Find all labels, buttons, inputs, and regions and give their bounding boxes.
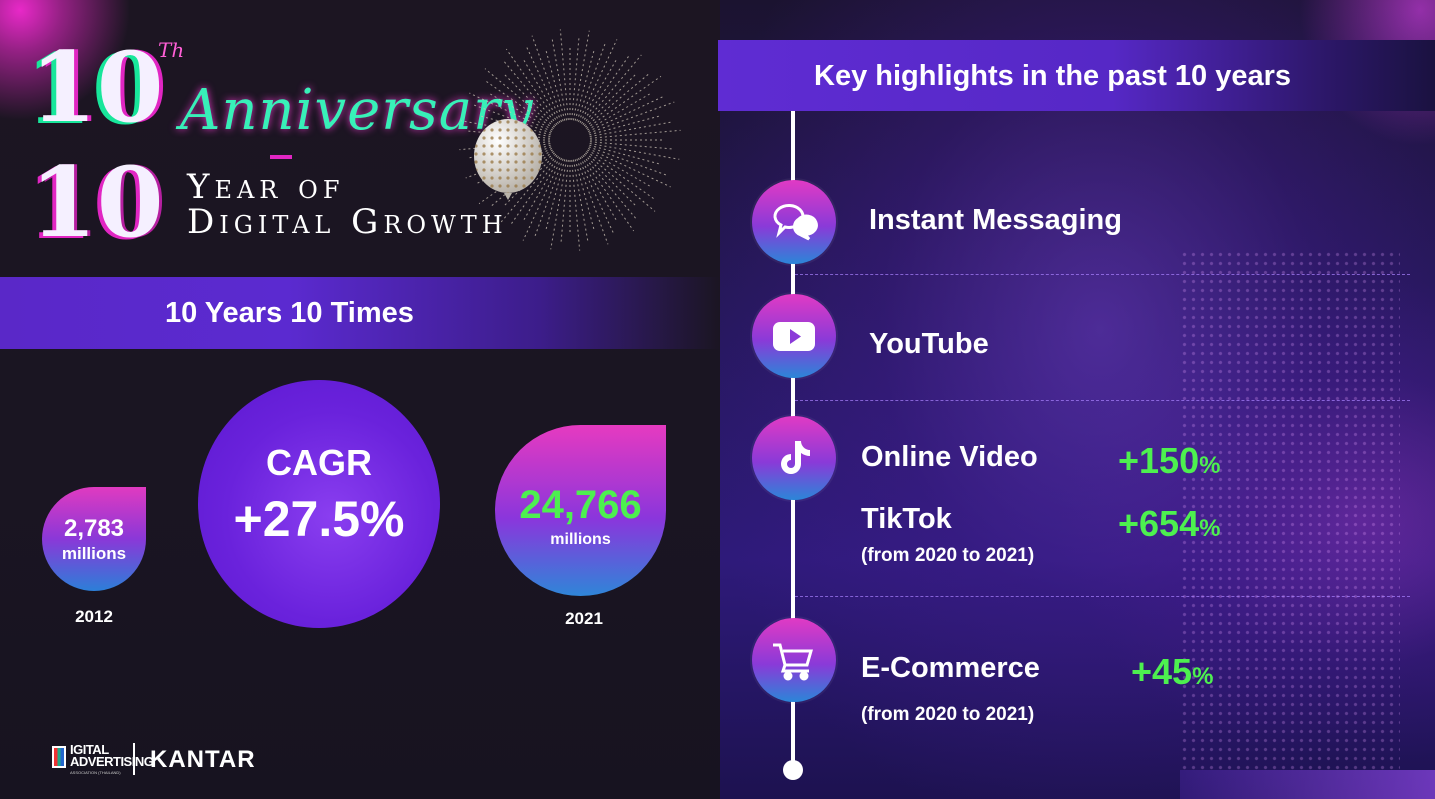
cagr-value: +27.5% — [233, 491, 405, 547]
tiktok-icon — [752, 416, 836, 500]
stat-2012-year: 2012 — [75, 607, 113, 626]
stat-2012-value: 2,783 — [63, 515, 125, 542]
daat-logo-text: IGITAL ADVERTISING — [70, 742, 154, 769]
title-year-of: Year of — [187, 167, 345, 207]
right-section-title: Key highlights in the past 10 years — [814, 60, 1292, 92]
divider — [795, 596, 1410, 597]
left-section-title: 10 Years 10 Times — [165, 297, 414, 329]
highlight-youtube: YouTube — [869, 328, 989, 360]
title-anniversary: Anniversary — [180, 78, 534, 143]
stat-2021-circle: 24,766 millions — [495, 425, 666, 596]
title-number-ten-years: 10 — [30, 146, 164, 259]
divider — [795, 274, 1410, 275]
right-section-banner — [718, 40, 1435, 111]
title-dash — [270, 155, 292, 159]
highlight-instant-messaging: Instant Messaging — [869, 204, 1122, 236]
chat-bubbles-icon — [752, 180, 836, 264]
tiktok-note: (from 2020 to 2021) — [861, 545, 1035, 566]
left-section-banner — [0, 277, 720, 349]
logo-separator — [133, 743, 135, 775]
firework-icon — [459, 29, 681, 251]
stat-2021-value: 24,766 — [519, 483, 642, 527]
balloon-icon — [474, 119, 542, 200]
timeline-end-dot — [783, 760, 803, 780]
highlight-tiktok: TikTok — [861, 503, 952, 535]
kantar-logo: KANTAR — [150, 746, 256, 773]
daat-logo-mark-icon — [52, 746, 66, 768]
cagr-circle: CAGR +27.5% — [198, 380, 440, 628]
stat-2021-unit: millions — [550, 531, 611, 548]
e-commerce-note: (from 2020 to 2021) — [861, 704, 1035, 725]
bottom-glow-decoration — [1180, 770, 1435, 799]
cagr-label: CAGR — [266, 442, 372, 483]
daat-logo-subtext: ASSOCIATION (THAILAND) — [70, 770, 121, 775]
title-th-suffix: Th — [158, 38, 185, 62]
tiktok-growth: +654% — [1118, 503, 1221, 544]
daat-logo: IGITAL ADVERTISING ASSOCIATION (THAILAND) — [52, 743, 154, 776]
stat-2021-year: 2021 — [565, 609, 603, 628]
highlight-online-video: Online Video — [861, 441, 1038, 473]
youtube-play-icon — [752, 294, 836, 378]
shopping-cart-icon — [752, 618, 836, 702]
stat-2012-circle: 2,783 millions — [42, 487, 146, 591]
title-number-ten: 10 — [30, 31, 164, 144]
divider — [795, 400, 1410, 401]
online-video-growth: +150% — [1118, 440, 1221, 481]
e-commerce-growth: +45% — [1131, 651, 1214, 692]
highlight-e-commerce: E-Commerce — [861, 652, 1040, 684]
led-dots-decoration — [1180, 250, 1400, 770]
right-background — [720, 0, 1435, 799]
title-digital-growth: Digital Growth — [187, 202, 508, 242]
stat-2012-unit: millions — [61, 544, 127, 563]
